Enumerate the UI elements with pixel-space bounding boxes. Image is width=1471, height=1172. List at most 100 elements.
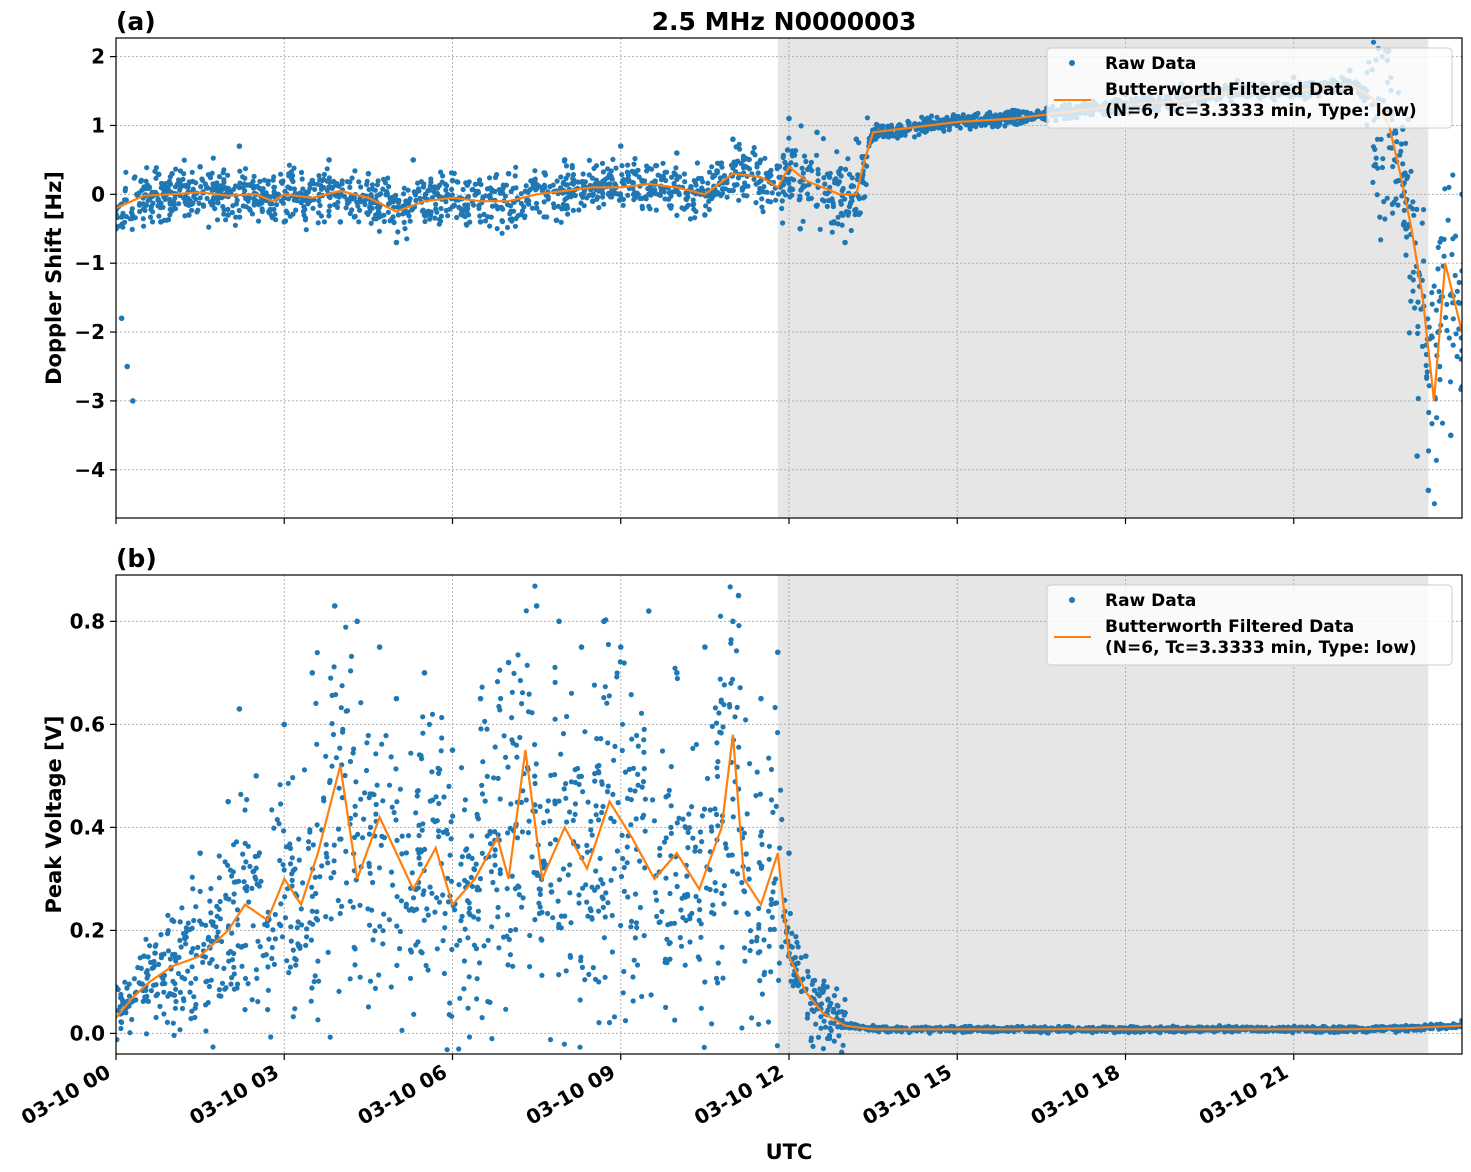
raw-data-point — [756, 1021, 762, 1027]
raw-data-point — [369, 205, 375, 211]
raw-data-point — [231, 891, 237, 897]
raw-data-point — [537, 891, 543, 898]
raw-data-point — [746, 166, 753, 172]
raw-data-point — [402, 226, 408, 232]
raw-data-point — [755, 950, 761, 956]
raw-data-point — [611, 1014, 618, 1020]
raw-data-point — [621, 864, 627, 871]
raw-data-point — [815, 167, 821, 173]
raw-data-point — [1447, 379, 1454, 385]
raw-data-point — [337, 219, 344, 225]
raw-data-point — [421, 917, 427, 923]
raw-data-point — [123, 197, 129, 203]
raw-data-point — [309, 908, 315, 914]
raw-data-point — [843, 209, 849, 215]
raw-data-point — [241, 879, 247, 885]
raw-data-point — [820, 136, 827, 142]
raw-data-point — [403, 850, 409, 856]
raw-data-point — [639, 178, 645, 184]
raw-data-point — [607, 194, 614, 200]
raw-data-point — [254, 881, 260, 887]
raw-data-point — [512, 223, 519, 229]
raw-data-point — [116, 225, 119, 232]
raw-data-point — [327, 203, 333, 209]
raw-data-point — [436, 770, 442, 777]
raw-data-point — [708, 824, 715, 830]
raw-data-point — [444, 831, 450, 837]
raw-data-point — [373, 801, 379, 808]
raw-data-point — [730, 165, 736, 171]
raw-data-point — [513, 927, 519, 933]
raw-data-point — [203, 1028, 209, 1034]
raw-data-point — [140, 216, 146, 222]
raw-data-point — [300, 186, 306, 192]
raw-data-point — [741, 945, 748, 951]
raw-data-point — [681, 171, 688, 177]
raw-data-point — [689, 804, 695, 810]
raw-data-point — [545, 798, 551, 804]
raw-data-point — [479, 791, 486, 797]
raw-data-point — [158, 932, 164, 938]
raw-data-point — [628, 692, 634, 698]
raw-data-point — [637, 904, 644, 911]
raw-data-point — [712, 806, 718, 812]
raw-data-point — [784, 147, 791, 153]
raw-data-point — [279, 934, 286, 940]
raw-data-point — [863, 181, 869, 188]
raw-data-point — [547, 1037, 554, 1043]
raw-data-point — [376, 972, 382, 978]
raw-data-point — [733, 909, 739, 916]
raw-data-point — [150, 964, 157, 971]
raw-data-point — [415, 180, 421, 186]
raw-data-point — [204, 184, 210, 190]
raw-data-point — [336, 988, 342, 995]
raw-data-point — [484, 773, 490, 780]
raw-data-point — [508, 188, 514, 195]
raw-data-point — [193, 976, 199, 982]
raw-data-point — [438, 205, 444, 212]
raw-data-point — [808, 159, 815, 165]
raw-data-point — [313, 700, 319, 707]
raw-data-point — [161, 989, 167, 995]
raw-data-point — [710, 189, 716, 195]
raw-data-point — [234, 197, 240, 203]
raw-data-point — [591, 165, 597, 171]
raw-data-point — [186, 212, 192, 218]
raw-data-point — [854, 210, 860, 216]
raw-data-point — [826, 197, 832, 204]
raw-data-point — [1374, 192, 1380, 198]
raw-data-point — [842, 996, 848, 1003]
raw-data-point — [474, 814, 481, 820]
raw-data-point — [996, 113, 1003, 119]
raw-data-point — [993, 112, 999, 118]
raw-data-point — [270, 213, 276, 219]
raw-data-point — [808, 1035, 815, 1041]
raw-data-point — [401, 185, 407, 191]
raw-data-point — [952, 114, 958, 121]
raw-data-point — [768, 901, 774, 908]
raw-data-point — [741, 830, 748, 836]
raw-data-point — [776, 977, 782, 984]
raw-data-point — [448, 836, 454, 842]
raw-data-point — [1378, 237, 1384, 243]
raw-data-point — [427, 216, 433, 222]
raw-data-point — [409, 870, 415, 876]
raw-data-point — [118, 1025, 124, 1032]
raw-data-point — [376, 228, 382, 234]
raw-data-point — [209, 170, 215, 176]
y-tick-label: 1 — [91, 113, 105, 137]
raw-data-point — [183, 934, 189, 940]
raw-data-point — [793, 162, 799, 168]
raw-data-point — [116, 1037, 120, 1043]
raw-data-point — [561, 1041, 568, 1047]
raw-data-point — [745, 156, 751, 162]
raw-data-point — [775, 191, 782, 197]
raw-data-point — [743, 851, 749, 857]
raw-data-point — [128, 209, 135, 215]
raw-data-point — [838, 198, 844, 205]
raw-data-point — [271, 825, 277, 831]
raw-data-point — [357, 902, 363, 908]
raw-data-point — [934, 114, 940, 120]
raw-data-point — [1390, 210, 1396, 216]
raw-data-point — [600, 803, 606, 810]
